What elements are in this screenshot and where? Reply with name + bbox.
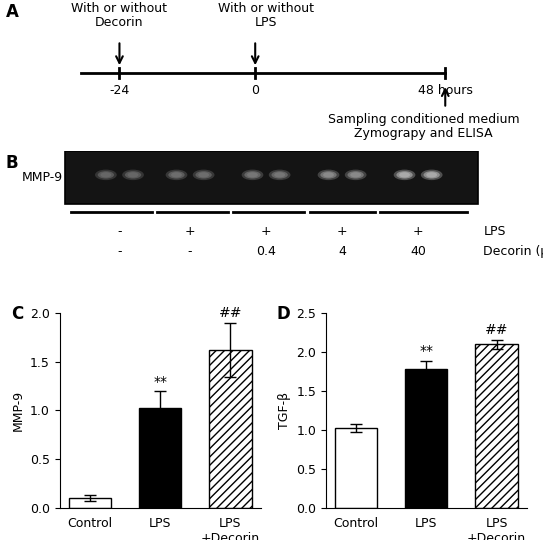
- Text: -: -: [117, 225, 122, 238]
- Y-axis label: TGF-β: TGF-β: [277, 392, 291, 429]
- Ellipse shape: [394, 170, 415, 180]
- Text: 48 hours: 48 hours: [418, 84, 473, 97]
- Ellipse shape: [98, 171, 114, 179]
- Ellipse shape: [198, 172, 209, 178]
- Text: MMP-9: MMP-9: [21, 171, 62, 184]
- Text: ##: ##: [485, 322, 508, 336]
- Ellipse shape: [171, 172, 182, 178]
- Text: 4: 4: [338, 245, 346, 258]
- Ellipse shape: [125, 171, 141, 179]
- Text: LPS: LPS: [483, 225, 506, 238]
- Ellipse shape: [318, 170, 339, 180]
- Text: Serum withdrawal: Serum withdrawal: [62, 0, 176, 2]
- Text: -: -: [188, 245, 192, 258]
- Text: LPS: LPS: [255, 16, 277, 29]
- Ellipse shape: [242, 170, 263, 180]
- Text: -: -: [117, 245, 122, 258]
- Ellipse shape: [122, 170, 144, 180]
- Text: **: **: [419, 345, 433, 359]
- Ellipse shape: [348, 171, 364, 179]
- Ellipse shape: [424, 171, 440, 179]
- Ellipse shape: [426, 172, 437, 178]
- Text: D: D: [277, 305, 291, 323]
- Ellipse shape: [95, 170, 117, 180]
- Text: With or without: With or without: [218, 2, 314, 16]
- Text: Sampling conditioned medium: Sampling conditioned medium: [328, 113, 519, 126]
- Ellipse shape: [168, 171, 185, 179]
- Ellipse shape: [195, 171, 212, 179]
- Text: -24: -24: [109, 84, 130, 97]
- Bar: [69, 498, 111, 508]
- Bar: [476, 345, 517, 508]
- Bar: [405, 369, 447, 508]
- Text: C: C: [11, 305, 23, 323]
- Ellipse shape: [128, 172, 138, 178]
- Ellipse shape: [247, 172, 258, 178]
- Ellipse shape: [269, 170, 291, 180]
- Text: A: A: [5, 3, 18, 21]
- Text: Zymograpy and ELISA: Zymograpy and ELISA: [354, 127, 493, 140]
- Ellipse shape: [345, 170, 367, 180]
- Ellipse shape: [244, 171, 261, 179]
- Text: 40: 40: [410, 245, 426, 258]
- Text: +: +: [413, 225, 424, 238]
- Ellipse shape: [274, 172, 285, 178]
- Ellipse shape: [350, 172, 361, 178]
- Ellipse shape: [323, 172, 334, 178]
- Ellipse shape: [421, 170, 443, 180]
- Bar: [335, 428, 377, 508]
- Text: 0.4: 0.4: [256, 245, 276, 258]
- Text: **: **: [153, 375, 167, 389]
- Bar: [210, 350, 251, 508]
- Text: With or without: With or without: [72, 2, 167, 16]
- Text: ##: ##: [219, 306, 242, 320]
- Ellipse shape: [396, 171, 413, 179]
- Y-axis label: MMP-9: MMP-9: [11, 390, 24, 431]
- Text: +: +: [185, 225, 195, 238]
- Text: B: B: [5, 154, 18, 172]
- Bar: [65, 151, 478, 204]
- Text: 0: 0: [251, 84, 259, 97]
- Ellipse shape: [100, 172, 111, 178]
- Ellipse shape: [193, 170, 214, 180]
- Ellipse shape: [272, 171, 288, 179]
- Text: Decorin: Decorin: [95, 16, 144, 29]
- Bar: [139, 408, 181, 508]
- Text: +: +: [261, 225, 272, 238]
- Text: Decorin (μg/ml): Decorin (μg/ml): [483, 245, 543, 258]
- Ellipse shape: [399, 172, 410, 178]
- Ellipse shape: [320, 171, 337, 179]
- Ellipse shape: [166, 170, 187, 180]
- Text: +: +: [337, 225, 348, 238]
